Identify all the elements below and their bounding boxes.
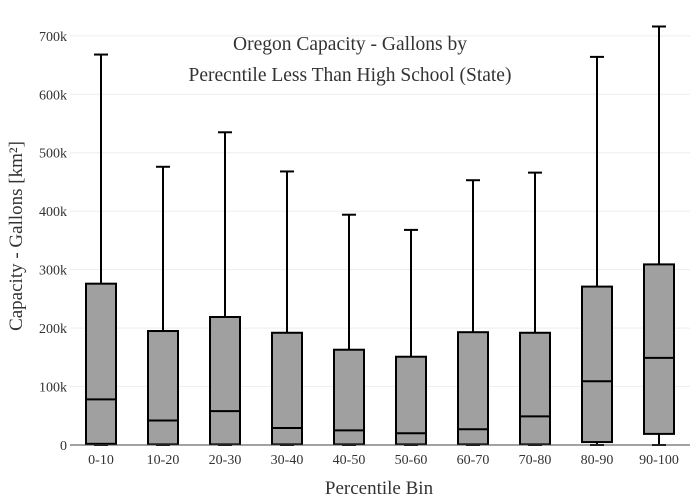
box-30-40 xyxy=(271,170,303,446)
x-tick-label: 90-100 xyxy=(639,453,679,468)
x-tick-labels: 0-10 10-20 20-30 30-40 40-50 50-60 60-70 70-80 8… xyxy=(88,453,679,468)
gridlines xyxy=(70,35,690,388)
chart-title-line-1: Oregon Capacity - Gallons by xyxy=(233,34,467,55)
x-tick-label: 0-10 xyxy=(88,453,114,468)
y-tick-label: 200k xyxy=(39,322,67,337)
iqr-box xyxy=(209,315,241,446)
y-tick-label: 0 xyxy=(60,439,67,454)
iqr-box xyxy=(333,348,365,446)
y-tick-label: 500k xyxy=(39,147,67,162)
y-tick-labels: 0 100k 200k 300k 400k 500k 600k 700k xyxy=(39,30,67,454)
box-40-50 xyxy=(333,213,365,446)
chart-title-line-2: Perecntile Less Than High School (State) xyxy=(189,65,512,86)
iqr-box xyxy=(395,355,427,446)
box-60-70 xyxy=(457,179,489,446)
y-tick-label: 300k xyxy=(39,264,67,279)
x-tick-label: 30-40 xyxy=(271,453,304,468)
iqr-box xyxy=(271,331,303,446)
y-tick-label: 400k xyxy=(39,205,67,220)
y-tick-label: 700k xyxy=(39,30,67,45)
x-tick-label: 10-20 xyxy=(147,453,180,468)
x-axis-title: Percentile Bin xyxy=(325,478,434,499)
box-50-60 xyxy=(395,228,427,446)
iqr-box xyxy=(581,285,613,444)
y-tick-label: 100k xyxy=(39,381,67,396)
iqr-box xyxy=(457,331,489,446)
x-tick-label: 80-90 xyxy=(581,453,614,468)
box-10-20 xyxy=(147,165,179,446)
x-tick-label: 70-80 xyxy=(519,453,552,468)
x-tick-label: 40-50 xyxy=(333,453,366,468)
box-70-80 xyxy=(519,171,551,446)
box-80-90 xyxy=(581,55,613,446)
box-20-30 xyxy=(209,131,241,446)
iqr-box xyxy=(643,263,675,435)
x-tick-label: 60-70 xyxy=(457,453,490,468)
iqr-box xyxy=(85,282,117,445)
y-axis-title: Capacity - Gallons [km²] xyxy=(6,141,27,331)
box-0-10 xyxy=(85,53,117,446)
x-tick-label: 50-60 xyxy=(395,453,428,468)
box-series xyxy=(85,25,675,446)
iqr-box xyxy=(147,330,179,446)
iqr-box xyxy=(519,331,551,446)
y-tick-label: 600k xyxy=(39,88,67,103)
x-tick-label: 20-30 xyxy=(209,453,242,468)
box-90-100 xyxy=(643,25,675,446)
